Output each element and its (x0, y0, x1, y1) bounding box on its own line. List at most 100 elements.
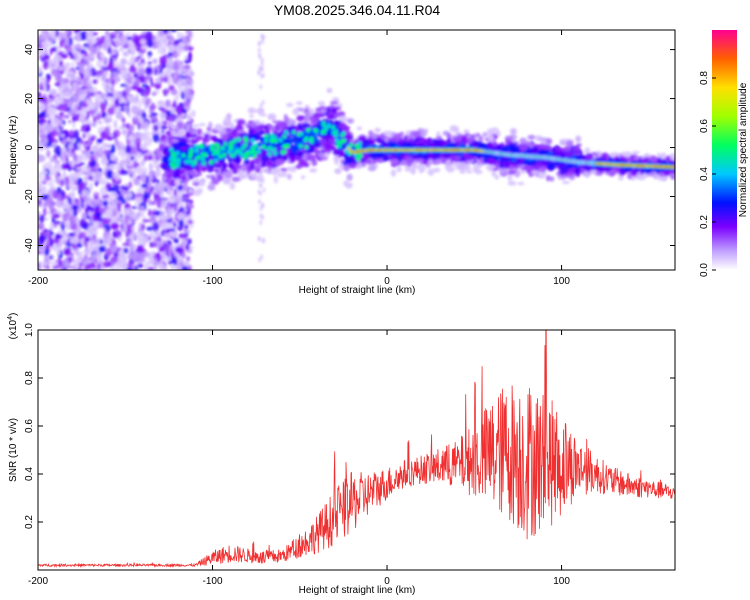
spectrogram-cell (208, 121, 213, 129)
spectrogram-cell (194, 148, 199, 153)
spectrogram-cell (669, 154, 675, 161)
spectrogram-cell (119, 217, 125, 221)
spectrogram-cell (250, 138, 255, 143)
spectrogram-cell (68, 148, 72, 158)
spectrogram-cell (137, 87, 142, 94)
spectrogram-cell (71, 205, 79, 210)
spectrogram-cell (52, 116, 60, 127)
spectrogram-cell (487, 134, 495, 142)
spectrogram-cell (187, 154, 193, 160)
spectrogram-cell (165, 255, 172, 262)
spectrogram-cell (81, 211, 88, 221)
spectrogram-cell (47, 177, 54, 188)
spectrogram-cell (259, 205, 263, 211)
spectrogram-cell (545, 138, 553, 145)
spectrogram-cell (320, 108, 326, 114)
spectrogram-cell (117, 149, 125, 156)
spectrogram-cell (258, 69, 262, 75)
spectrogram-cell (244, 151, 249, 156)
spectrogram-cell (485, 165, 491, 170)
spectrogram-cell (263, 168, 269, 173)
spectrogram-cell (86, 110, 90, 119)
spectrogram-cell (404, 167, 413, 172)
spectrogram-cell (272, 120, 279, 124)
spectrogram-cell (47, 119, 52, 125)
spectrogram-cell (125, 238, 129, 245)
spectrogram-cell (79, 139, 84, 145)
spectrogram-cell (183, 91, 190, 98)
spectrogram-cell (139, 39, 147, 45)
spectrogram-cell (160, 56, 168, 66)
spectrogram-cell (136, 192, 144, 198)
spectrogram-cell (155, 149, 163, 159)
spectrogram-cell (415, 158, 425, 162)
spectrogram-cell (275, 159, 281, 168)
spectrogram-cell (169, 147, 174, 153)
spectrogram-cell (160, 214, 169, 220)
spectrogram-cell (38, 103, 46, 112)
spectrogram-cell (250, 162, 255, 171)
spectrogram-cell (264, 127, 270, 133)
spectrogram-cell (91, 223, 99, 228)
spectrogram-cell (293, 141, 299, 146)
spectrogram-cell (166, 188, 174, 196)
spectrogram-cell (151, 210, 156, 216)
spectrogram-cell (273, 176, 278, 184)
spectrogram-cell (486, 158, 496, 166)
spectrogram-cell (155, 167, 162, 178)
spectrogram-cell (126, 136, 134, 141)
spectrogram-cell (180, 146, 187, 151)
spectrogram-cell (110, 143, 116, 154)
spectrogram-cell (182, 174, 187, 182)
spectrogram-cell (76, 80, 83, 86)
spectrogram-cell (156, 198, 162, 208)
spectrogram-cell (257, 189, 261, 195)
spectrogram-cell (55, 247, 61, 256)
spectrogram-cell (86, 214, 91, 220)
spectrogram-cell (136, 252, 144, 262)
spectrogram-cell (130, 212, 137, 220)
spectrogram-cell (161, 250, 166, 260)
spectrogram-cell (348, 182, 353, 188)
spectrogram-cell (121, 117, 126, 123)
spectrogram-cell (154, 78, 161, 84)
spectrogram-cell (102, 141, 107, 151)
spectrogram-cell (61, 204, 70, 210)
spectrogram-cell (142, 131, 151, 137)
spectrogram-cell (162, 34, 168, 38)
spectrogram-cell (68, 37, 73, 46)
spectrogram-cell (267, 160, 272, 167)
spectrogram-cell (84, 195, 88, 201)
spectrogram-cell (93, 79, 97, 84)
spectrogram-cell (466, 170, 473, 174)
spectrogram-cell (94, 238, 101, 244)
spectrogram-cell (117, 91, 123, 96)
spectrogram-cell (96, 255, 103, 264)
spectrogram-cell (92, 32, 98, 36)
spectrogram-cell (105, 143, 112, 149)
spectrogram-cell (346, 118, 354, 124)
spectrogram-cell (38, 105, 42, 110)
spectrogram-cell (103, 60, 108, 67)
spectrogram-cell (433, 141, 443, 149)
spectrogram-cell (178, 219, 185, 228)
spectrogram-cell (43, 30, 50, 41)
spectrogram-cell (123, 104, 129, 112)
spectrogram-cell (140, 159, 146, 167)
spectrogram-cell (172, 60, 180, 71)
spectrogram-cell (210, 147, 215, 152)
spectrogram-cell (594, 158, 604, 162)
spectrogram-cell (280, 167, 288, 172)
spectrogram-cell (134, 116, 139, 120)
spectrogram-cell (121, 262, 129, 270)
spectrogram-cell (62, 98, 70, 103)
spectrogram-cell (38, 240, 41, 245)
spectrogram-cell (423, 139, 430, 145)
spectrogram-cell (147, 50, 153, 58)
spectrogram-cell (135, 198, 139, 209)
spectrogram-cell (100, 156, 109, 166)
spectrogram-cell (562, 146, 570, 153)
spectrogram-cell (172, 76, 179, 85)
spectrogram-cell (118, 63, 125, 69)
spectrogram-cell (446, 165, 455, 173)
